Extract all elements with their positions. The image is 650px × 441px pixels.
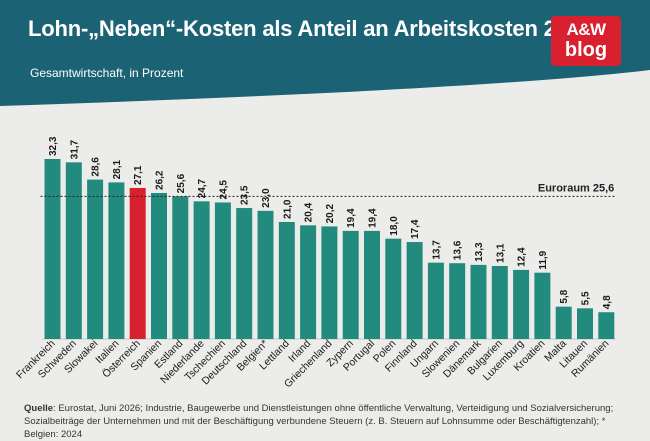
bar-3: [108, 182, 125, 339]
value-label-9: 23,5: [240, 185, 251, 205]
value-label-20: 13,3: [474, 242, 485, 262]
bar-1: [65, 162, 82, 339]
bar-26: [598, 312, 615, 339]
bar-4: [129, 187, 146, 339]
bar-0: [44, 159, 61, 339]
bar-22: [513, 269, 530, 339]
source-label: Quelle: [24, 403, 54, 414]
bar-14: [342, 230, 359, 339]
value-label-23: 11,9: [538, 250, 549, 269]
value-label-10: 23,0: [261, 188, 272, 208]
value-label-0: 32,3: [48, 136, 59, 156]
bar-5: [151, 192, 167, 339]
bar-23: [534, 272, 551, 339]
value-label-18: 13,7: [431, 240, 442, 260]
bar-18: [427, 262, 444, 339]
value-label-4: 27,1: [133, 165, 144, 185]
euroraum-reference-label: Euroraum 25,6: [538, 182, 614, 194]
value-label-3: 28,1: [112, 160, 123, 180]
bar-20: [470, 264, 487, 339]
value-label-2: 28,6: [91, 157, 102, 177]
logo-text-bottom: blog: [564, 39, 608, 61]
bar-chart: Euroraum 25,6 32,3 31,7 28,6 28,1 27,1 26,2 25…: [14, 136, 617, 390]
bars-group: [44, 159, 615, 339]
header-band: [0, 0, 650, 106]
value-label-1: 31,7: [69, 139, 80, 159]
bar-21: [491, 265, 508, 339]
bar-19: [449, 263, 466, 339]
value-label-6: 25,6: [176, 173, 187, 193]
page-title: Lohn-„Neben“-Kosten als Anteil an Arbeit…: [28, 16, 592, 41]
value-label-11: 21,0: [282, 199, 293, 219]
source-footnote: Quelle: Eurostat, Juni 2026; Industrie, …: [24, 402, 634, 441]
page-subtitle: Gesamtwirtschaft, in Prozent: [30, 66, 184, 80]
value-label-17: 17,4: [410, 219, 421, 239]
value-label-16: 18,0: [389, 216, 400, 236]
bar-13: [321, 226, 338, 339]
bar-15: [364, 230, 380, 339]
bar-7: [193, 201, 210, 339]
bar-12: [300, 225, 317, 339]
value-label-21: 13,1: [495, 243, 506, 263]
category-labels-group: FrankreichSchwedenSlowakeiItalienÖsterre…: [14, 337, 611, 390]
bar-9: [236, 208, 253, 339]
value-label-24: 5,8: [559, 289, 570, 303]
value-label-7: 24,7: [197, 178, 208, 198]
value-label-8: 24,5: [218, 180, 229, 200]
value-label-14: 19,4: [346, 208, 357, 228]
bar-17: [406, 242, 423, 339]
bar-6: [172, 196, 189, 339]
source-text: : Eurostat, Juni 2026; Industrie, Baugew…: [24, 403, 614, 440]
bar-24: [555, 306, 572, 339]
bar-16: [385, 238, 402, 339]
value-label-26: 4,8: [602, 295, 613, 309]
value-labels-group: 32,3 31,7 28,6 28,1 27,1 26,2 25,6 24,7 24,5 23,5…: [48, 136, 613, 309]
bar-8: [214, 202, 231, 339]
value-label-5: 26,2: [155, 170, 166, 190]
bar-11: [278, 221, 295, 339]
value-label-13: 20,2: [325, 204, 336, 224]
brand-logo: A&W blog: [551, 16, 621, 66]
value-label-19: 13,6: [453, 240, 464, 260]
value-label-12: 20,4: [304, 202, 315, 222]
logo-text-top: A&W: [566, 20, 606, 39]
bar-10: [257, 210, 274, 339]
value-label-22: 12,4: [517, 247, 528, 267]
value-label-25: 5,5: [581, 291, 592, 305]
bar-2: [87, 179, 104, 339]
value-label-15: 19,4: [368, 208, 379, 228]
bar-25: [577, 308, 593, 339]
